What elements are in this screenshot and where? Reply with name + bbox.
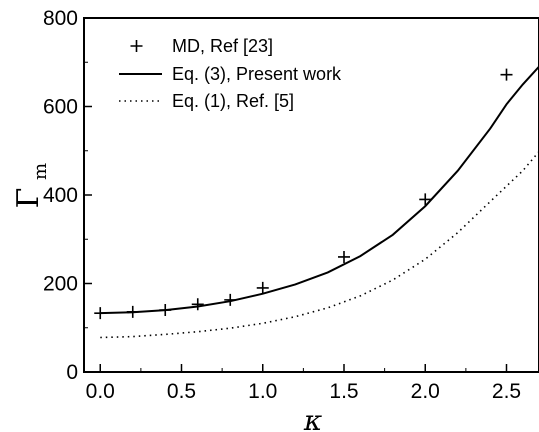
x-tick-label: 0.0 bbox=[86, 380, 115, 403]
chart-marks bbox=[94, 66, 539, 339]
axis-ticks: 0.0 0.5 1.0 1.5 2.0 2.5 0 200 400 600 800 bbox=[43, 7, 521, 403]
legend-entry-label: Eq. (1), Ref. [5] bbox=[172, 91, 294, 111]
x-tick-label: 0.5 bbox=[167, 380, 196, 403]
y-axis-label: Γ m bbox=[11, 163, 51, 208]
md-data-point bbox=[338, 250, 350, 263]
x-tick-label: 2.5 bbox=[492, 380, 521, 403]
y-tick-label: 800 bbox=[43, 7, 78, 30]
x-tick-label: 2.0 bbox=[411, 380, 440, 403]
md-data-point bbox=[256, 281, 269, 294]
legend-marker-plus bbox=[130, 40, 143, 52]
y-axis-label-subscript: m bbox=[30, 163, 51, 180]
legend-entry-label: Eq. (3), Present work bbox=[172, 64, 342, 84]
y-tick-label: 200 bbox=[43, 273, 78, 296]
legend-entry-label: MD, Ref [23] bbox=[172, 36, 273, 56]
md-data-point bbox=[191, 298, 204, 311]
legend: MD, Ref [23] Eq. (3), Present work Eq. (1)… bbox=[119, 36, 342, 111]
eq3-series-line bbox=[100, 66, 539, 315]
y-axis-label-main: Γ bbox=[11, 188, 46, 209]
y-tick-label: 600 bbox=[43, 96, 78, 119]
md-data-point bbox=[419, 193, 432, 206]
x-tick-label: 1.5 bbox=[329, 380, 358, 403]
x-axis-label: κ bbox=[303, 404, 322, 432]
y-tick-label: 400 bbox=[43, 184, 78, 207]
y-tick-label: 0 bbox=[66, 361, 78, 384]
md-data-point bbox=[500, 68, 513, 81]
x-tick-label: 1.0 bbox=[248, 380, 277, 403]
